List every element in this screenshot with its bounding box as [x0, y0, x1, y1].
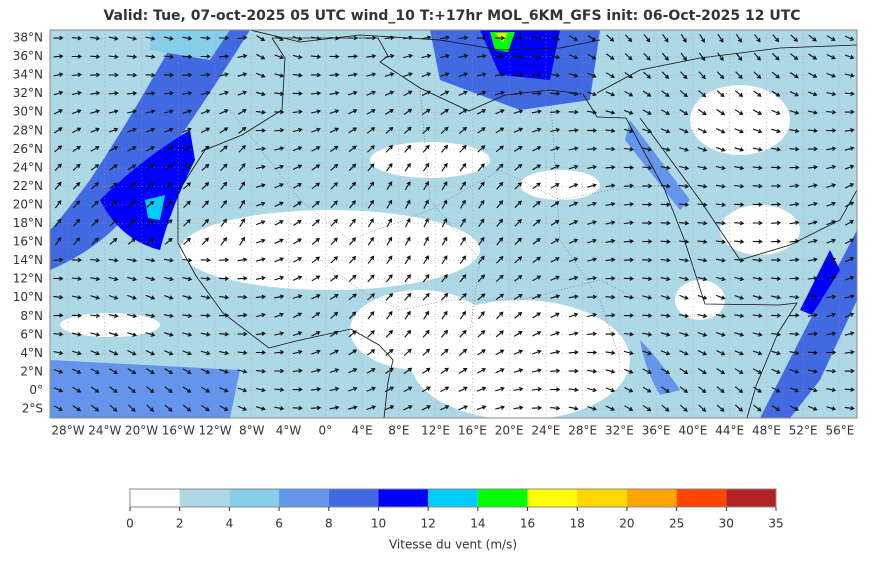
lon-label: 48°E: [752, 424, 781, 438]
lon-label: 56°E: [826, 424, 855, 438]
lat-label: 10°N: [13, 290, 43, 304]
lon-label: 16°E: [458, 424, 487, 438]
axis-labels: 38°N 36°N 34°N 32°N 30°N 28°N 26°N 24°N 22°N 20°N…: [13, 31, 855, 438]
lon-label: 20°E: [495, 424, 524, 438]
colorbar-tick-label: 2: [176, 517, 184, 531]
lon-label: 40°E: [678, 424, 707, 438]
colorbar-tick-label: 25: [669, 517, 684, 531]
colorbar-tick-label: 0: [126, 517, 134, 531]
lon-label: 16°W: [162, 424, 195, 438]
colorbar-box: [477, 489, 528, 507]
borders: [229, 87, 661, 361]
lon-label: 32°E: [605, 424, 634, 438]
coastlines: [177, 30, 857, 418]
lon-label: 44°E: [715, 424, 744, 438]
map-frame: [49, 29, 858, 419]
map: [50, 30, 857, 418]
lon-label: 8°E: [388, 424, 409, 438]
colorbar-box: [676, 489, 727, 507]
colorbar-label: Vitesse du vent (m/s): [389, 538, 517, 552]
colorbar-tick-label: 12: [421, 517, 436, 531]
colorbar-box: [229, 489, 280, 507]
lon-label: 12°E: [421, 424, 450, 438]
lat-label: 36°N: [13, 49, 43, 63]
lat-label: 6°N: [20, 327, 43, 341]
lon-label: 24°W: [88, 424, 121, 438]
lat-label: 24°N: [13, 160, 43, 174]
colorbar-box: [428, 489, 478, 507]
lon-label: 28°E: [568, 424, 597, 438]
colorbar-tick-label: 18: [570, 517, 585, 531]
colorbar-tick-label: 6: [275, 517, 283, 531]
colorbar-tick-label: 14: [470, 517, 485, 531]
lat-label: 12°N: [13, 272, 43, 286]
colorbar-tick-label: 30: [719, 517, 734, 531]
lon-label: 4°E: [351, 424, 372, 438]
lon-label: 24°E: [531, 424, 560, 438]
lat-label: 34°N: [13, 68, 43, 82]
colorbar-box: [577, 489, 627, 507]
colorbar-box: [179, 489, 230, 507]
colorbar-frame: [129, 488, 777, 508]
colorbar-tick-label: 20: [619, 517, 634, 531]
lon-label: 4°W: [276, 424, 302, 438]
lon-label: 8°W: [239, 424, 265, 438]
lat-label: 30°N: [13, 105, 43, 119]
lon-label: 52°E: [789, 424, 818, 438]
colorbar-tick-label: 35: [768, 517, 783, 531]
lat-label: 0°: [29, 383, 43, 397]
title: Valid: Tue, 07-oct-2025 05 UTC wind_10 T…: [103, 8, 800, 24]
colorbar-tick-label: 8: [325, 517, 333, 531]
lat-label: 28°N: [13, 123, 43, 137]
colorbar-box: [279, 489, 329, 507]
lat-label: 38°N: [13, 31, 43, 45]
colorbar-tick-label: 10: [371, 517, 386, 531]
lat-label: 20°N: [13, 197, 43, 211]
lat-label: 26°N: [13, 142, 43, 156]
lat-label: 2°S: [22, 402, 43, 416]
colorbar: 0 2 4 6 8 10 12 14 16 18 20 25 30 35: [126, 488, 784, 531]
lat-label: 16°N: [13, 235, 43, 249]
colorbar-box: [130, 489, 180, 507]
lat-label: 2°N: [20, 364, 43, 378]
lon-label: 36°E: [642, 424, 671, 438]
colorbar-box: [527, 489, 578, 507]
lat-label: 4°N: [20, 346, 43, 360]
lon-label: 20°W: [125, 424, 158, 438]
colorbar-tick-label: 4: [226, 517, 234, 531]
lat-label: 22°N: [13, 179, 43, 193]
lon-label: 0°: [318, 424, 332, 438]
wind-arrows: [53, 33, 855, 412]
lat-label: 32°N: [13, 86, 43, 100]
lat-label: 18°N: [13, 216, 43, 230]
colorbar-box: [626, 489, 677, 507]
lat-label: 8°N: [20, 309, 43, 323]
lon-label: 28°W: [51, 424, 84, 438]
colorbar-tick-label: 16: [520, 517, 535, 531]
colorbar-box: [328, 489, 379, 507]
lon-label: 12°W: [198, 424, 231, 438]
lat-label: 14°N: [13, 253, 43, 267]
colorbar-box: [378, 489, 429, 507]
colorbar-box: [726, 489, 776, 507]
